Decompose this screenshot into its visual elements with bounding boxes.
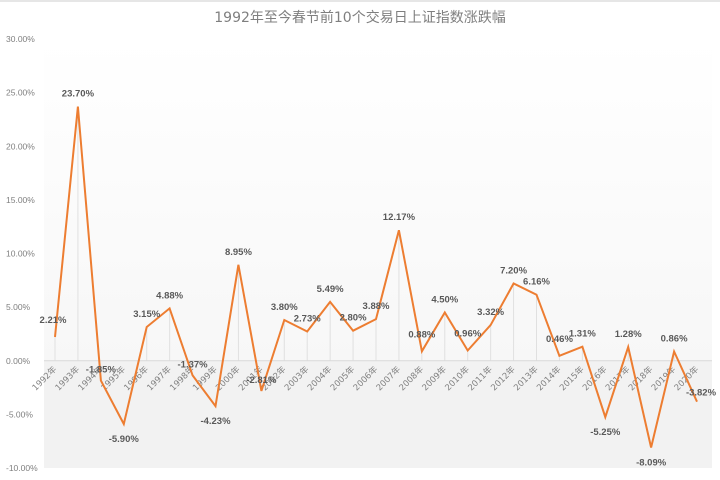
- y-tick-label: -5.00%: [6, 409, 33, 419]
- y-tick-label: 20.00%: [6, 141, 35, 151]
- series-line: [54, 106, 698, 448]
- data-label: 0.88%: [408, 329, 435, 340]
- data-label: 7.20%: [500, 266, 527, 277]
- data-label: 4.88%: [156, 290, 183, 301]
- y-tick-label: 5.00%: [6, 302, 31, 312]
- data-label: -8.09%: [636, 458, 667, 469]
- data-label: -2.81%: [246, 375, 277, 386]
- y-tick-label: 25.00%: [6, 88, 35, 98]
- y-tick-label: 0.00%: [6, 356, 31, 366]
- y-tick-label: 15.00%: [6, 195, 35, 205]
- data-label: 0.96%: [454, 328, 481, 339]
- data-label: 0.46%: [546, 334, 573, 345]
- data-label: 2.80%: [340, 313, 367, 324]
- data-label: 1.28%: [615, 329, 642, 340]
- data-label: 23.70%: [62, 89, 95, 100]
- chart-title: 1992年至今春节前10个交易日上证指数涨跌幅: [214, 10, 506, 26]
- data-label: 3.80%: [271, 302, 298, 313]
- data-label: -1.85%: [86, 365, 117, 376]
- data-label: 12.17%: [383, 212, 416, 223]
- data-label: 2.21%: [40, 315, 67, 326]
- plot-area-negative: [44, 360, 712, 468]
- data-label: -4.23%: [200, 416, 231, 427]
- y-tick-label: -10.00%: [6, 463, 38, 473]
- data-label: 0.86%: [661, 334, 688, 345]
- data-label: 6.16%: [523, 277, 550, 288]
- data-label: 3.88%: [363, 301, 390, 312]
- data-label: -1.37%: [178, 359, 209, 370]
- y-tick-label: 10.00%: [6, 249, 35, 259]
- data-label: 4.50%: [431, 294, 458, 305]
- data-label: 3.32%: [477, 307, 504, 318]
- data-label: 8.95%: [225, 247, 252, 258]
- data-label: -5.90%: [109, 434, 140, 445]
- data-label: 5.49%: [317, 284, 344, 295]
- data-label: -5.25%: [590, 427, 621, 438]
- data-label: 2.73%: [294, 313, 321, 324]
- y-tick-label: 30.00%: [6, 34, 35, 44]
- data-label: -3.82%: [686, 388, 717, 399]
- data-label: 3.15%: [133, 309, 160, 320]
- data-label: 1.31%: [569, 329, 596, 340]
- plot-area-positive: [44, 39, 712, 361]
